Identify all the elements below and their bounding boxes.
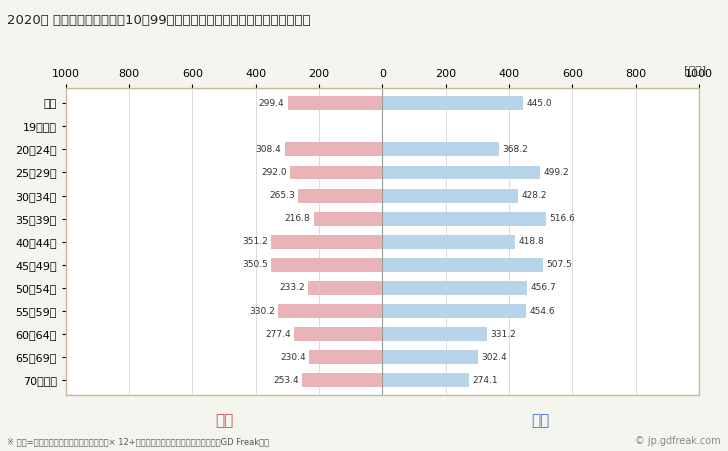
Bar xyxy=(382,166,540,179)
Bar xyxy=(382,96,523,110)
Text: 男性: 男性 xyxy=(531,413,550,428)
Text: 445.0: 445.0 xyxy=(526,99,552,108)
Bar xyxy=(309,350,382,364)
Text: 308.4: 308.4 xyxy=(256,145,282,154)
Text: 499.2: 499.2 xyxy=(544,168,569,177)
Text: 女性: 女性 xyxy=(215,413,233,428)
Text: 428.2: 428.2 xyxy=(521,191,547,200)
Bar xyxy=(298,189,382,202)
Text: 330.2: 330.2 xyxy=(249,307,274,316)
Bar xyxy=(382,143,499,156)
Bar xyxy=(302,373,382,387)
Text: 299.4: 299.4 xyxy=(258,99,285,108)
Text: 233.2: 233.2 xyxy=(280,284,305,293)
Text: 516.6: 516.6 xyxy=(549,214,575,223)
Text: 274.1: 274.1 xyxy=(472,376,498,385)
Bar xyxy=(295,327,382,341)
Bar xyxy=(382,304,526,318)
Bar xyxy=(382,350,478,364)
Bar xyxy=(382,281,527,295)
Bar xyxy=(382,235,515,249)
Bar xyxy=(382,258,543,272)
Text: 216.8: 216.8 xyxy=(285,214,311,223)
Text: 277.4: 277.4 xyxy=(266,330,291,339)
Text: 253.4: 253.4 xyxy=(273,376,299,385)
Bar xyxy=(285,143,382,156)
Text: [万円]: [万円] xyxy=(684,64,706,74)
Bar xyxy=(314,212,382,226)
Text: 350.5: 350.5 xyxy=(242,260,268,269)
Bar xyxy=(272,258,382,272)
Bar xyxy=(309,281,382,295)
Text: © jp.gdfreak.com: © jp.gdfreak.com xyxy=(635,437,721,446)
Bar xyxy=(278,304,382,318)
Text: 230.4: 230.4 xyxy=(280,353,306,362)
Text: 292.0: 292.0 xyxy=(261,168,287,177)
Text: 456.7: 456.7 xyxy=(530,284,556,293)
Bar xyxy=(382,373,469,387)
Text: 302.4: 302.4 xyxy=(481,353,507,362)
Bar xyxy=(271,235,382,249)
Bar xyxy=(382,189,518,202)
Bar xyxy=(382,212,546,226)
Text: 507.5: 507.5 xyxy=(546,260,572,269)
Bar xyxy=(290,166,382,179)
Bar xyxy=(382,327,487,341)
Text: 2020年 民間企業（従業者数10～99人）フルタイム労働者の男女別平均年収: 2020年 民間企業（従業者数10～99人）フルタイム労働者の男女別平均年収 xyxy=(7,14,311,27)
Text: 331.2: 331.2 xyxy=(491,330,516,339)
Text: 368.2: 368.2 xyxy=(502,145,528,154)
Text: 454.6: 454.6 xyxy=(529,307,555,316)
Text: 265.3: 265.3 xyxy=(269,191,295,200)
Text: 351.2: 351.2 xyxy=(242,237,268,246)
Bar xyxy=(288,96,382,110)
Text: 418.8: 418.8 xyxy=(518,237,544,246)
Text: ※ 年収=「きまって支給する現金給与額」× 12+「年間賞与その他特別給与額」としてGD Freak推計: ※ 年収=「きまって支給する現金給与額」× 12+「年間賞与その他特別給与額」と… xyxy=(7,437,269,446)
